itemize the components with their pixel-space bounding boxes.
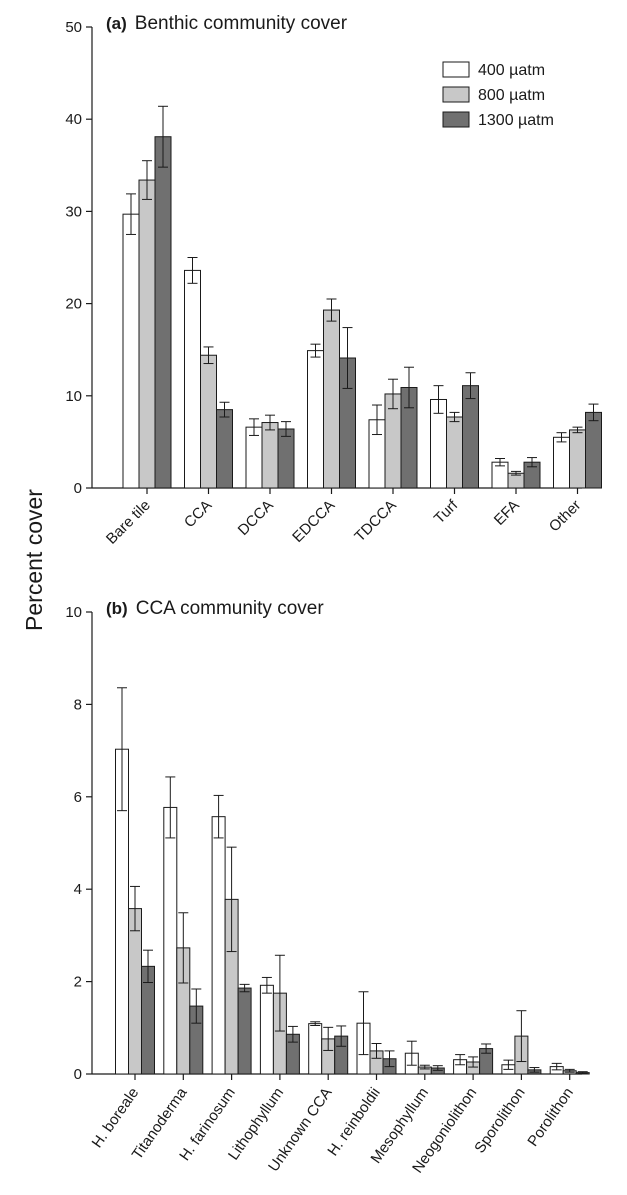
panel-a-benthic-chart: 0 10 20 30 40 50 (a) Benthic community cover Bar… bbox=[65, 13, 602, 548]
category-label: Bare tile bbox=[103, 497, 154, 548]
legend-swatch bbox=[442, 111, 470, 128]
panel-letter: (a) bbox=[106, 14, 127, 33]
bar bbox=[122, 213, 140, 489]
category-label: CCA bbox=[181, 497, 215, 531]
bar bbox=[569, 429, 586, 489]
y-tick-label: 40 bbox=[65, 111, 82, 128]
legend-label: 1300 µatm bbox=[478, 112, 554, 129]
y-tick-label: 0 bbox=[74, 1066, 82, 1083]
y-tick-label: 10 bbox=[65, 604, 82, 621]
bar bbox=[245, 426, 263, 489]
bar bbox=[323, 309, 340, 489]
bar bbox=[277, 428, 295, 489]
legend-label: 800 µatm bbox=[478, 87, 545, 104]
bar bbox=[585, 411, 602, 489]
bar bbox=[553, 436, 570, 489]
bar bbox=[307, 350, 324, 489]
y-tick-label: 30 bbox=[65, 203, 82, 220]
bar bbox=[261, 422, 279, 489]
category-label: H. boreale bbox=[89, 1085, 143, 1151]
category-label: Other bbox=[546, 497, 585, 536]
bar bbox=[184, 269, 201, 489]
legend-swatch bbox=[442, 61, 470, 78]
panel-title: (b) CCA community cover bbox=[106, 598, 324, 619]
bar bbox=[138, 179, 156, 489]
y-tick-label: 6 bbox=[74, 789, 82, 806]
bar bbox=[163, 806, 178, 1075]
category-label: DCCA bbox=[235, 497, 277, 539]
y-tick-label: 10 bbox=[65, 388, 82, 405]
panel-title: (a) Benthic community cover bbox=[106, 13, 348, 34]
category-label: Turf bbox=[431, 496, 462, 527]
category-label: Porolithon bbox=[524, 1085, 577, 1150]
category-label: EDCCA bbox=[289, 497, 338, 546]
bar bbox=[308, 1023, 323, 1075]
category-label: Sporolithon bbox=[471, 1085, 528, 1157]
panel-letter: (b) bbox=[106, 599, 128, 618]
bar bbox=[259, 984, 274, 1075]
y-tick-label: 50 bbox=[65, 19, 82, 36]
y-tick-label: 2 bbox=[74, 974, 82, 991]
bar bbox=[200, 354, 217, 489]
legend-label: 400 µatm bbox=[478, 62, 545, 79]
bar bbox=[128, 908, 142, 1075]
bar bbox=[462, 385, 479, 489]
y-tick-label: 4 bbox=[74, 881, 82, 898]
panel-title-text: Benthic community cover bbox=[135, 13, 348, 34]
bar bbox=[154, 136, 172, 489]
category-label: TDCCA bbox=[351, 497, 400, 546]
y-tick-label: 20 bbox=[65, 296, 82, 313]
bar bbox=[446, 416, 463, 489]
y-axis-label: Percent cover bbox=[21, 489, 47, 631]
legend-swatch bbox=[442, 86, 470, 103]
category-label: EFA bbox=[491, 497, 523, 529]
bar bbox=[216, 409, 233, 489]
y-tick-label: 8 bbox=[74, 696, 82, 713]
y-tick-label: 0 bbox=[74, 480, 82, 497]
bar bbox=[237, 987, 252, 1075]
panel-title-text: CCA community cover bbox=[136, 598, 325, 619]
bar bbox=[211, 816, 226, 1075]
